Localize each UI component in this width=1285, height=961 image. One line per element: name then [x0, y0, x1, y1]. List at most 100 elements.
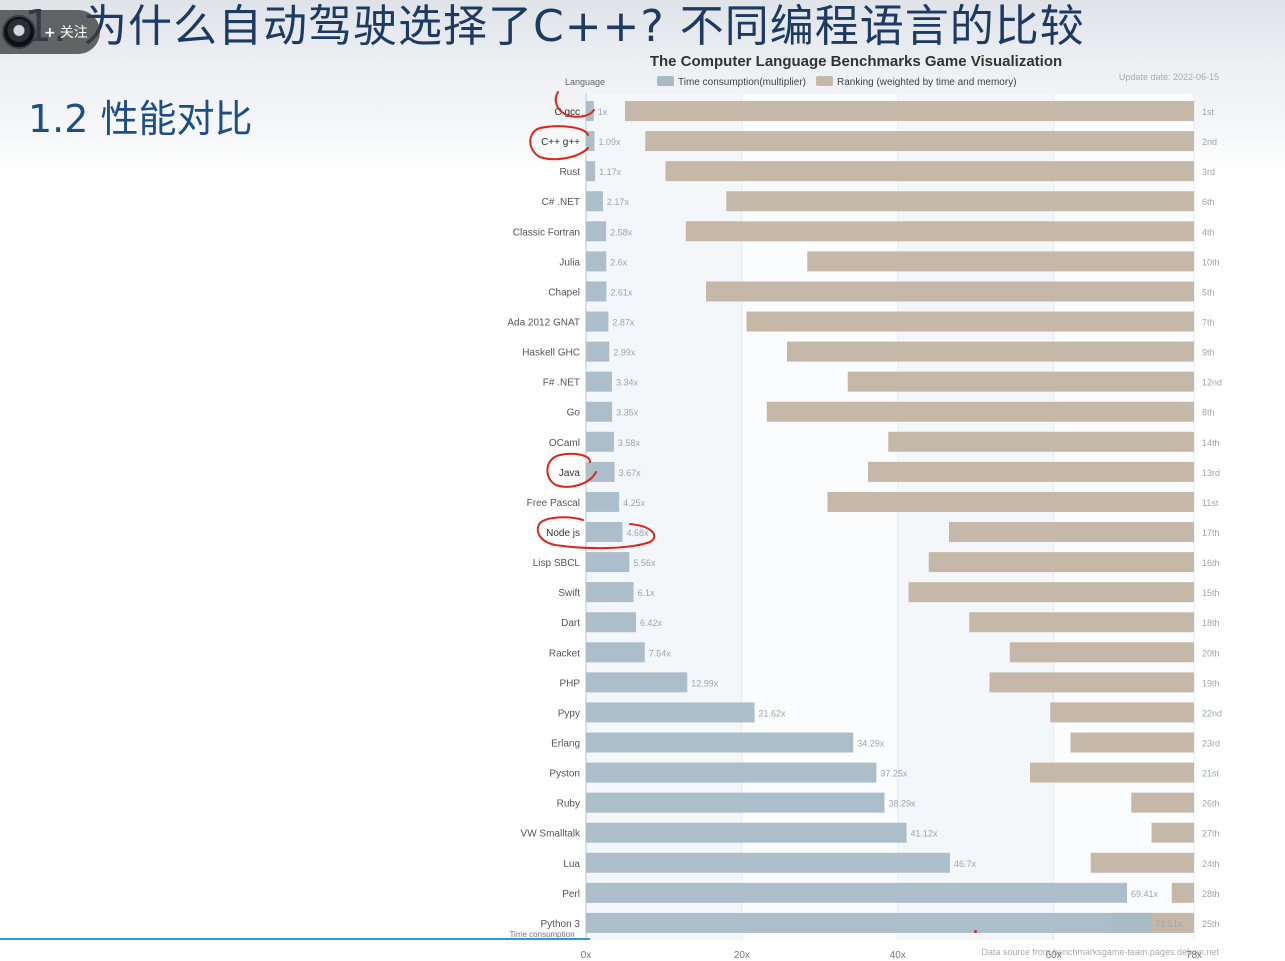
time-value-label: 38.29x [888, 799, 916, 809]
ranking-bar [645, 131, 1194, 152]
annotation-layer [529, 91, 656, 550]
ranking-label: 11st [1202, 498, 1219, 508]
category-label: PHP [559, 678, 580, 689]
legend-swatch-time [657, 76, 674, 86]
time-value-label: 2.99x [613, 348, 636, 358]
text-layer: The Computer Language Benchmarks Game Vi… [507, 53, 1222, 961]
time-bar [586, 732, 854, 753]
ranking-bar [665, 161, 1194, 182]
annotation-circle-nodejs [536, 516, 656, 550]
ranking-bar [989, 672, 1194, 693]
category-label: F# .NET [543, 378, 580, 389]
grid-band [897, 94, 1054, 940]
ranking-label: 9th [1202, 348, 1215, 358]
ranking-label: 17th [1202, 528, 1220, 538]
time-value-label: 72.51x [1155, 919, 1183, 929]
time-value-label: 12.99x [691, 678, 719, 688]
ranking-label: 27th [1202, 829, 1220, 839]
cursor-dot [974, 930, 977, 933]
time-value-label: 7.54x [649, 648, 672, 658]
time-bar [586, 431, 614, 452]
time-value-label: 4.25x [623, 498, 646, 508]
category-label: Ruby [557, 799, 580, 810]
category-label: C gcc [554, 107, 580, 118]
category-label: Swift [558, 588, 580, 599]
ranking-bar [625, 101, 1194, 122]
ranking-bar [928, 552, 1194, 573]
category-label: Lua [563, 859, 580, 870]
category-label: Pyston [549, 769, 580, 780]
time-value-label: 46.7x [954, 859, 977, 869]
avatar[interactable] [2, 15, 36, 49]
slide-title: 1. 为什么自动驾驶选择了C++? 不同编程语言的比较 [24, 1, 1085, 52]
ranking-label: 10th [1202, 257, 1220, 267]
time-bar [586, 281, 607, 302]
chart-title: The Computer Language Benchmarks Game Vi… [650, 53, 1062, 70]
time-value-label: 2.87x [612, 318, 635, 328]
ranking-label: 22nd [1202, 708, 1222, 718]
category-label: Node js [546, 528, 580, 539]
ranking-label: 20th [1202, 648, 1220, 658]
time-bar [586, 822, 907, 843]
time-value-label: 6.1x [638, 588, 656, 598]
ranking-bar [787, 341, 1194, 362]
grid-layer [585, 94, 1195, 940]
follow-button[interactable]: + 关注 [44, 22, 88, 42]
x-tick-label: 20x [734, 950, 750, 961]
ranking-bar [1151, 822, 1194, 843]
category-label: Lisp SBCL [533, 558, 581, 569]
time-value-label: 1.09x [598, 137, 621, 147]
time-bar [586, 251, 607, 272]
category-label: C++ g++ [541, 137, 580, 148]
ranking-label: 16th [1202, 558, 1220, 568]
time-bar [586, 882, 1128, 903]
category-label: Pypy [558, 708, 580, 719]
time-bar [586, 852, 951, 873]
legend-label-time: Time consumption(multiplier) [678, 77, 806, 88]
ranking-label: 13rd [1202, 468, 1220, 478]
time-bar [586, 101, 594, 122]
ranking-label: 25th [1202, 919, 1220, 929]
category-label: Chapel [548, 287, 580, 298]
category-label: Ada 2012 GNAT [507, 318, 580, 329]
x-tick-label: 78x [1186, 950, 1202, 961]
x-tick-label: 40x [890, 950, 906, 961]
data-source-note: Data source from benchmarksgame-team.pag… [981, 947, 1219, 957]
ranking-label: 1st [1202, 107, 1215, 117]
time-bar [586, 491, 620, 512]
legend-label-ranking: Ranking (weighted by time and memory) [837, 77, 1017, 88]
ranking-label: 26th [1202, 799, 1220, 809]
ranking-label: 4th [1202, 227, 1215, 237]
ranking-bar [746, 311, 1194, 332]
x-tick-label: 0x [581, 950, 592, 961]
category-label: C# .NET [542, 197, 580, 208]
category-label: Java [559, 468, 581, 479]
annotation-mark-c-gcc [554, 91, 595, 118]
time-bar [586, 221, 607, 242]
time-value-label: 4.68x [626, 528, 649, 538]
grid-band [586, 94, 742, 940]
progress-line [0, 938, 590, 940]
time-value-label: 3.35x [616, 408, 639, 418]
ranking-label: 2nd [1202, 137, 1217, 147]
time-bar [586, 642, 645, 663]
ranking-bar [706, 281, 1194, 302]
time-value-label: 6.42x [640, 618, 663, 628]
time-bar [586, 762, 877, 783]
time-bar [586, 161, 596, 182]
time-bar [586, 792, 885, 813]
time-value-label: 21.62x [759, 708, 787, 718]
ranking-bar [827, 491, 1194, 512]
category-label: Go [567, 408, 581, 419]
ranking-bar [766, 401, 1194, 422]
time-bar [586, 612, 637, 633]
time-value-label: 37.25x [880, 769, 908, 779]
ranking-bar [1090, 852, 1194, 873]
ranking-label: 21st [1202, 769, 1220, 779]
ranking-bar [888, 431, 1194, 452]
time-bar [586, 552, 630, 573]
category-label: Erlang [551, 739, 580, 750]
ranking-label: 7th [1202, 318, 1215, 328]
follow-overlay[interactable]: + 关注 [0, 10, 100, 54]
